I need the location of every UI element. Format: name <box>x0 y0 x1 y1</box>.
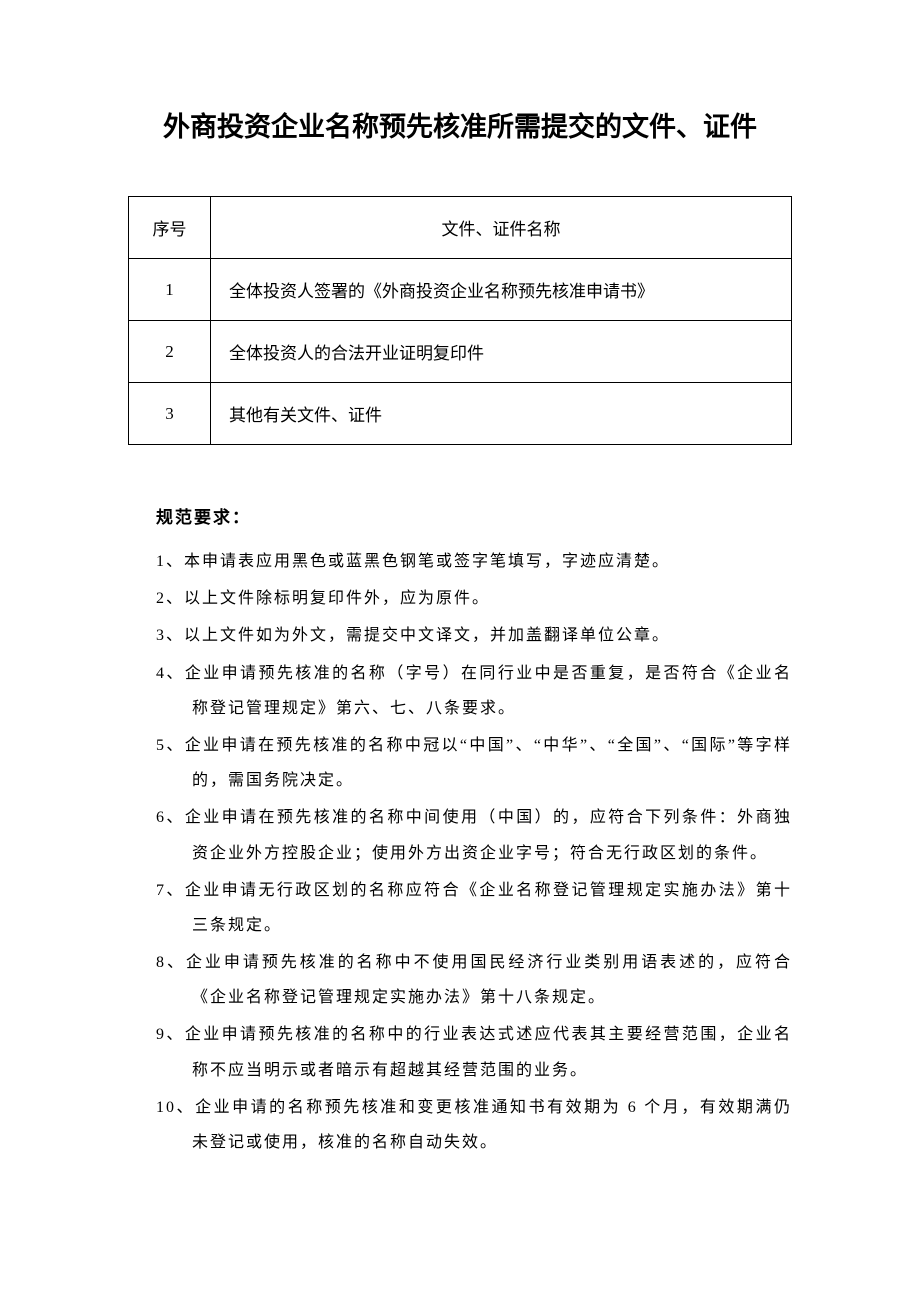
rule-text: 企业申请的名称预先核准和变更核准通知书有效期为 6 个月，有效期满仍未登记或使用… <box>192 1099 792 1151</box>
rule-text: 企业申请在预先核准的名称中冠以“中国”、“中华”、“全国”、“国际”等字样的，需… <box>185 737 792 789</box>
rule-text: 企业申请预先核准的名称（字号）在同行业中是否重复，是否符合《企业名称登记管理规定… <box>185 665 792 717</box>
list-item: 7、企业申请无行政区划的名称应符合《企业名称登记管理规定实施办法》第十三条规定。 <box>156 873 792 943</box>
page-title: 外商投资企业名称预先核准所需提交的文件、证件 <box>128 105 792 144</box>
rule-text: 以上文件除标明复印件外，应为原件。 <box>184 590 490 607</box>
rule-text: 本申请表应用黑色或蓝黑色钢笔或签字笔填写，字迹应清楚。 <box>184 553 670 570</box>
documents-table: 序号 文件、证件名称 1 全体投资人签署的《外商投资企业名称预先核准申请书》 2… <box>128 196 792 445</box>
list-item: 3、以上文件如为外文，需提交中文译文，并加盖翻译单位公章。 <box>156 618 792 653</box>
rule-text: 企业申请无行政区划的名称应符合《企业名称登记管理规定实施办法》第十三条规定。 <box>185 882 792 934</box>
table-cell-name: 全体投资人签署的《外商投资企业名称预先核准申请书》 <box>211 259 792 321</box>
table-row: 1 全体投资人签署的《外商投资企业名称预先核准申请书》 <box>129 259 792 321</box>
table-cell-seq: 3 <box>129 383 211 445</box>
rules-heading: 规范要求： <box>128 503 792 528</box>
rule-number: 3、 <box>156 627 184 644</box>
list-item: 4、企业申请预先核准的名称（字号）在同行业中是否重复，是否符合《企业名称登记管理… <box>156 656 792 726</box>
list-item: 1、本申请表应用黑色或蓝黑色钢笔或签字笔填写，字迹应清楚。 <box>156 544 792 579</box>
table-cell-name: 全体投资人的合法开业证明复印件 <box>211 321 792 383</box>
list-item: 8、企业申请预先核准的名称中不使用国民经济行业类别用语表述的，应符合《企业名称登… <box>156 945 792 1015</box>
rule-number: 6、 <box>156 809 185 826</box>
rule-number: 9、 <box>156 1026 185 1043</box>
table-cell-seq: 2 <box>129 321 211 383</box>
table-header-seq: 序号 <box>129 197 211 259</box>
list-item: 6、企业申请在预先核准的名称中间使用（中国）的，应符合下列条件：外商独资企业外方… <box>156 800 792 870</box>
rule-text: 企业申请预先核准的名称中不使用国民经济行业类别用语表述的，应符合《企业名称登记管… <box>186 954 792 1006</box>
table-header-row: 序号 文件、证件名称 <box>129 197 792 259</box>
rules-list: 1、本申请表应用黑色或蓝黑色钢笔或签字笔填写，字迹应清楚。 2、以上文件除标明复… <box>128 544 792 1160</box>
list-item: 2、以上文件除标明复印件外，应为原件。 <box>156 581 792 616</box>
table-row: 2 全体投资人的合法开业证明复印件 <box>129 321 792 383</box>
list-item: 10、企业申请的名称预先核准和变更核准通知书有效期为 6 个月，有效期满仍未登记… <box>156 1090 792 1160</box>
list-item: 5、企业申请在预先核准的名称中冠以“中国”、“中华”、“全国”、“国际”等字样的… <box>156 728 792 798</box>
rule-number: 5、 <box>156 737 185 754</box>
rule-number: 1、 <box>156 553 184 570</box>
rule-number: 4、 <box>156 665 185 682</box>
table-cell-seq: 1 <box>129 259 211 321</box>
table-row: 3 其他有关文件、证件 <box>129 383 792 445</box>
rule-text: 企业申请在预先核准的名称中间使用（中国）的，应符合下列条件：外商独资企业外方控股… <box>185 809 792 861</box>
rule-number: 7、 <box>156 882 185 899</box>
rule-text: 以上文件如为外文，需提交中文译文，并加盖翻译单位公章。 <box>184 627 670 644</box>
rule-text: 企业申请预先核准的名称中的行业表达式述应代表其主要经营范围，企业名称不应当明示或… <box>185 1026 792 1078</box>
table-header-name: 文件、证件名称 <box>211 197 792 259</box>
rule-number: 2、 <box>156 590 184 607</box>
list-item: 9、企业申请预先核准的名称中的行业表达式述应代表其主要经营范围，企业名称不应当明… <box>156 1017 792 1087</box>
rule-number: 8、 <box>156 954 186 971</box>
table-cell-name: 其他有关文件、证件 <box>211 383 792 445</box>
rule-number: 10、 <box>156 1099 195 1116</box>
